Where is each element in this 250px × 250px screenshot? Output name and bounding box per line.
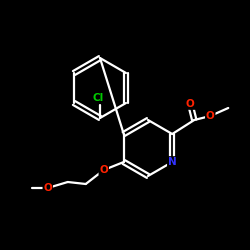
Text: O: O bbox=[206, 111, 214, 121]
Text: N: N bbox=[168, 157, 176, 167]
Text: O: O bbox=[100, 165, 108, 175]
Text: Cl: Cl bbox=[92, 93, 104, 103]
Text: O: O bbox=[44, 183, 52, 193]
Text: O: O bbox=[186, 99, 194, 109]
